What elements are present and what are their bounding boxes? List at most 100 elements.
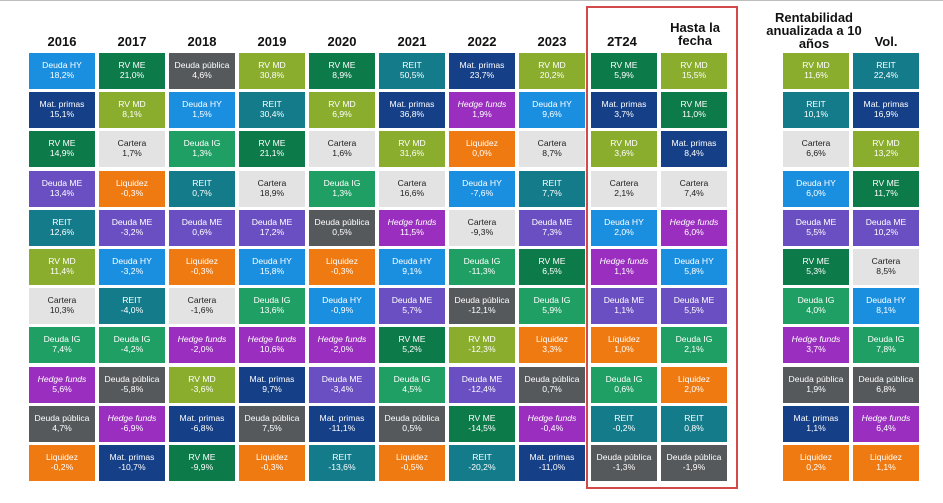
cell-2018-deuda-hy: Deuda HY 1,5% (169, 92, 235, 128)
cell-2t24-deuda-me: Deuda ME 1,1% (591, 288, 657, 324)
return-value: 7,7% (542, 188, 562, 198)
asset-label: Deuda IG (867, 334, 905, 345)
cell-2017-deuda-hy: Deuda HY -3,2% (99, 249, 165, 285)
return-value: -6,8% (190, 423, 214, 433)
return-value: 11,0% (682, 109, 706, 119)
cell-2018-cartera: Cartera -1,6% (169, 288, 235, 324)
cell-2023-hedge-funds: Hedge funds -0,4% (519, 406, 585, 442)
cell-rentabilidad-anualizada-a-10-anos-rv-me: RV ME 5,3% (783, 249, 849, 285)
cell-2022-deuda-hy: Deuda HY -7,6% (449, 171, 515, 207)
return-value: 5,9% (542, 305, 562, 315)
return-value: -1,3% (612, 462, 636, 472)
return-value: 18,2% (49, 70, 75, 80)
cell-2020-hedge-funds: Hedge funds -2,0% (309, 327, 375, 363)
cell-2021-deuda-ig: Deuda IG 4,5% (379, 367, 445, 403)
cell-2020-rv-me: RV ME 8,9% (309, 53, 375, 89)
return-value: -0,5% (400, 462, 424, 472)
cell-2016-rv-md: RV MD 11,4% (29, 249, 95, 285)
return-value: 7,8% (876, 344, 896, 354)
cell-2021-cartera: Cartera 16,6% (379, 171, 445, 207)
asset-label: Cartera (187, 295, 217, 306)
asset-label: RV MD (258, 60, 286, 71)
asset-label: Deuda IG (113, 334, 151, 345)
asset-label: Hedge funds (457, 99, 507, 110)
return-value: 3,7% (806, 344, 826, 354)
cell-hasta-la-fecha-rv-md: RV MD 15,5% (661, 53, 727, 89)
cell-2t24-deuda-hy: Deuda HY 2,0% (591, 210, 657, 246)
asset-label: REIT (52, 217, 72, 228)
cell-2t24-deuda-publica: Deuda pública -1,3% (591, 445, 657, 481)
cell-2021-deuda-hy: Deuda HY 9,1% (379, 249, 445, 285)
asset-label: Cartera (47, 295, 77, 306)
asset-label: Deuda HY (462, 178, 502, 189)
asset-label: Deuda pública (34, 413, 90, 424)
return-value: -0,2% (50, 462, 74, 472)
asset-label: Deuda ME (603, 295, 645, 306)
cell-vol-deuda-ig: Deuda IG 7,8% (853, 327, 919, 363)
asset-label: Deuda IG (605, 374, 643, 385)
asset-label: RV MD (118, 99, 146, 110)
asset-label: Mat. primas (109, 452, 155, 463)
asset-label: Liquidez (607, 334, 640, 345)
asset-label: Liquidez (799, 452, 832, 463)
cell-vol-deuda-me: Deuda ME 10,2% (853, 210, 919, 246)
cell-2023-liquidez: Liquidez 3,3% (519, 327, 585, 363)
cell-2021-rv-md: RV MD 31,6% (379, 131, 445, 167)
return-value: 2,0% (614, 227, 634, 237)
return-value: 0,5% (332, 227, 352, 237)
return-value: 8,5% (876, 266, 896, 276)
asset-label: Mat. primas (529, 452, 575, 463)
asset-label: Hedge funds (527, 413, 577, 424)
cell-2t24-reit: REIT -0,2% (591, 406, 657, 442)
column-header-2017: 2017 (117, 34, 147, 49)
asset-label: Cartera (327, 138, 357, 149)
asset-label: RV MD (610, 138, 638, 149)
cell-2016-liquidez: Liquidez -0,2% (29, 445, 95, 481)
asset-label: RV ME (802, 256, 830, 267)
cell-2016-rv-me: RV ME 14,9% (29, 131, 95, 167)
asset-label: Deuda pública (596, 452, 652, 463)
cell-2017-deuda-ig: Deuda IG -4,2% (99, 327, 165, 363)
cell-2021-mat-primas: Mat. primas 36,8% (379, 92, 445, 128)
asset-label: Hedge funds (599, 256, 649, 267)
return-value: 1,1% (806, 423, 826, 433)
return-value: 0,6% (614, 384, 634, 394)
return-value: 1,9% (472, 109, 492, 119)
cell-2t24-rv-me: RV ME 5,9% (591, 53, 657, 89)
asset-label: REIT (402, 60, 422, 71)
return-value: 8,1% (876, 305, 896, 315)
top-divider-line (0, 0, 943, 1)
return-value: 8,4% (684, 148, 704, 158)
cell-2017-reit: REIT -4,0% (99, 288, 165, 324)
return-value: 1,6% (332, 148, 352, 158)
return-value: 5,3% (806, 266, 826, 276)
return-value: 1,1% (614, 305, 634, 315)
asset-label: Mat. primas (459, 60, 505, 71)
cell-vol-reit: REIT 22,4% (853, 53, 919, 89)
asset-label: Deuda IG (183, 138, 221, 149)
return-value: 2,1% (614, 188, 634, 198)
return-value: 1,3% (332, 188, 352, 198)
cell-2019-deuda-me: Deuda ME 17,2% (239, 210, 305, 246)
asset-label: Mat. primas (179, 413, 225, 424)
asset-label: Deuda IG (675, 334, 713, 345)
asset-label: Mat. primas (249, 374, 295, 385)
return-value: -10,7% (118, 462, 146, 472)
return-value: 6,0% (806, 188, 826, 198)
asset-label: RV ME (258, 138, 286, 149)
cell-2018-deuda-ig: Deuda IG 1,3% (169, 131, 235, 167)
asset-label: Hedge funds (317, 334, 367, 345)
cell-rentabilidad-anualizada-a-10-anos-mat-primas: Mat. primas 1,1% (783, 406, 849, 442)
return-value: 16,9% (873, 109, 899, 119)
return-value: -11,3% (468, 266, 496, 276)
asset-label: Liquidez (465, 138, 498, 149)
return-value: 5,8% (684, 266, 704, 276)
return-value: 10,2% (873, 227, 899, 237)
asset-label: Deuda HY (112, 256, 152, 267)
return-value: 0,7% (192, 188, 212, 198)
cell-2018-hedge-funds: Hedge funds -2,0% (169, 327, 235, 363)
return-value: 22,4% (873, 70, 899, 80)
return-value: 0,0% (472, 148, 492, 158)
cell-2016-cartera: Cartera 10,3% (29, 288, 95, 324)
return-value: -13,6% (328, 462, 356, 472)
